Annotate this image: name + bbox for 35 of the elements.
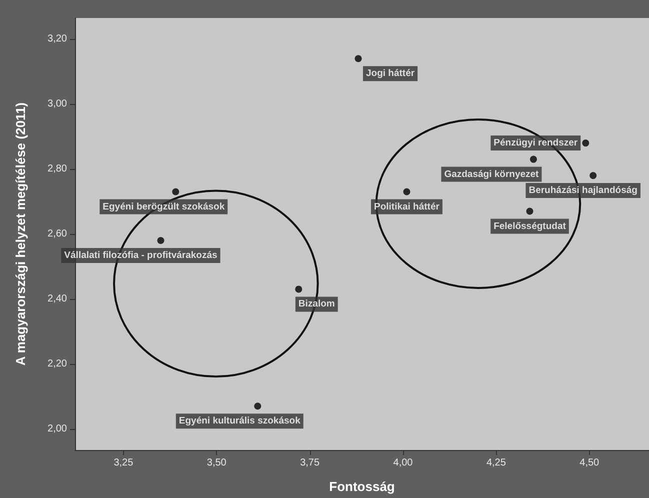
point (403, 188, 410, 196)
x-tick-label: 4,50 (580, 458, 600, 468)
annotation: Egyéni berögzült szokások (102, 201, 226, 212)
annotation: Bizalom (298, 298, 335, 310)
y-tick-label: 2,00 (48, 423, 68, 434)
annotation: Egyéni kulturális szokások (178, 416, 302, 427)
x-axis-title: Fontosság (329, 479, 395, 494)
x-tick-label: 4,25 (486, 458, 506, 468)
y-tick-label: 3,00 (48, 98, 68, 110)
point (157, 237, 164, 244)
x-tick-label: 3,75 (300, 458, 320, 468)
annotation: Felelősségtudat (494, 220, 567, 232)
point (582, 140, 590, 147)
point (590, 172, 597, 180)
x-tick-label: 3,25 (114, 458, 134, 468)
annotation: Gazdasági környezet (444, 168, 540, 180)
y-tick-label: 3,20 (48, 34, 68, 45)
x-tick-label: 3,50 (206, 458, 227, 468)
annotation: Beruházási hajlandóság (528, 185, 638, 196)
x-tick-label: 4,00 (393, 458, 414, 468)
point (354, 55, 362, 62)
point (526, 208, 534, 215)
annotation: Politikai háttér (374, 201, 440, 212)
point (530, 156, 537, 163)
annotation: Vállalati filozófia - profitvárakozás (64, 250, 218, 261)
point (295, 286, 302, 293)
y-axis-title: A magyarországi helyzet megítélése (2011) (13, 102, 28, 366)
annotation: Pénzügyi rendszer (494, 138, 578, 149)
point (254, 402, 262, 410)
y-tick-label: 2,20 (48, 358, 68, 370)
annotation: Jogi háttér (366, 68, 415, 80)
point (172, 188, 180, 196)
y-tick-label: 2,80 (48, 164, 68, 175)
y-tick-label: 2,60 (48, 228, 68, 240)
y-tick-label: 2,40 (48, 293, 68, 304)
